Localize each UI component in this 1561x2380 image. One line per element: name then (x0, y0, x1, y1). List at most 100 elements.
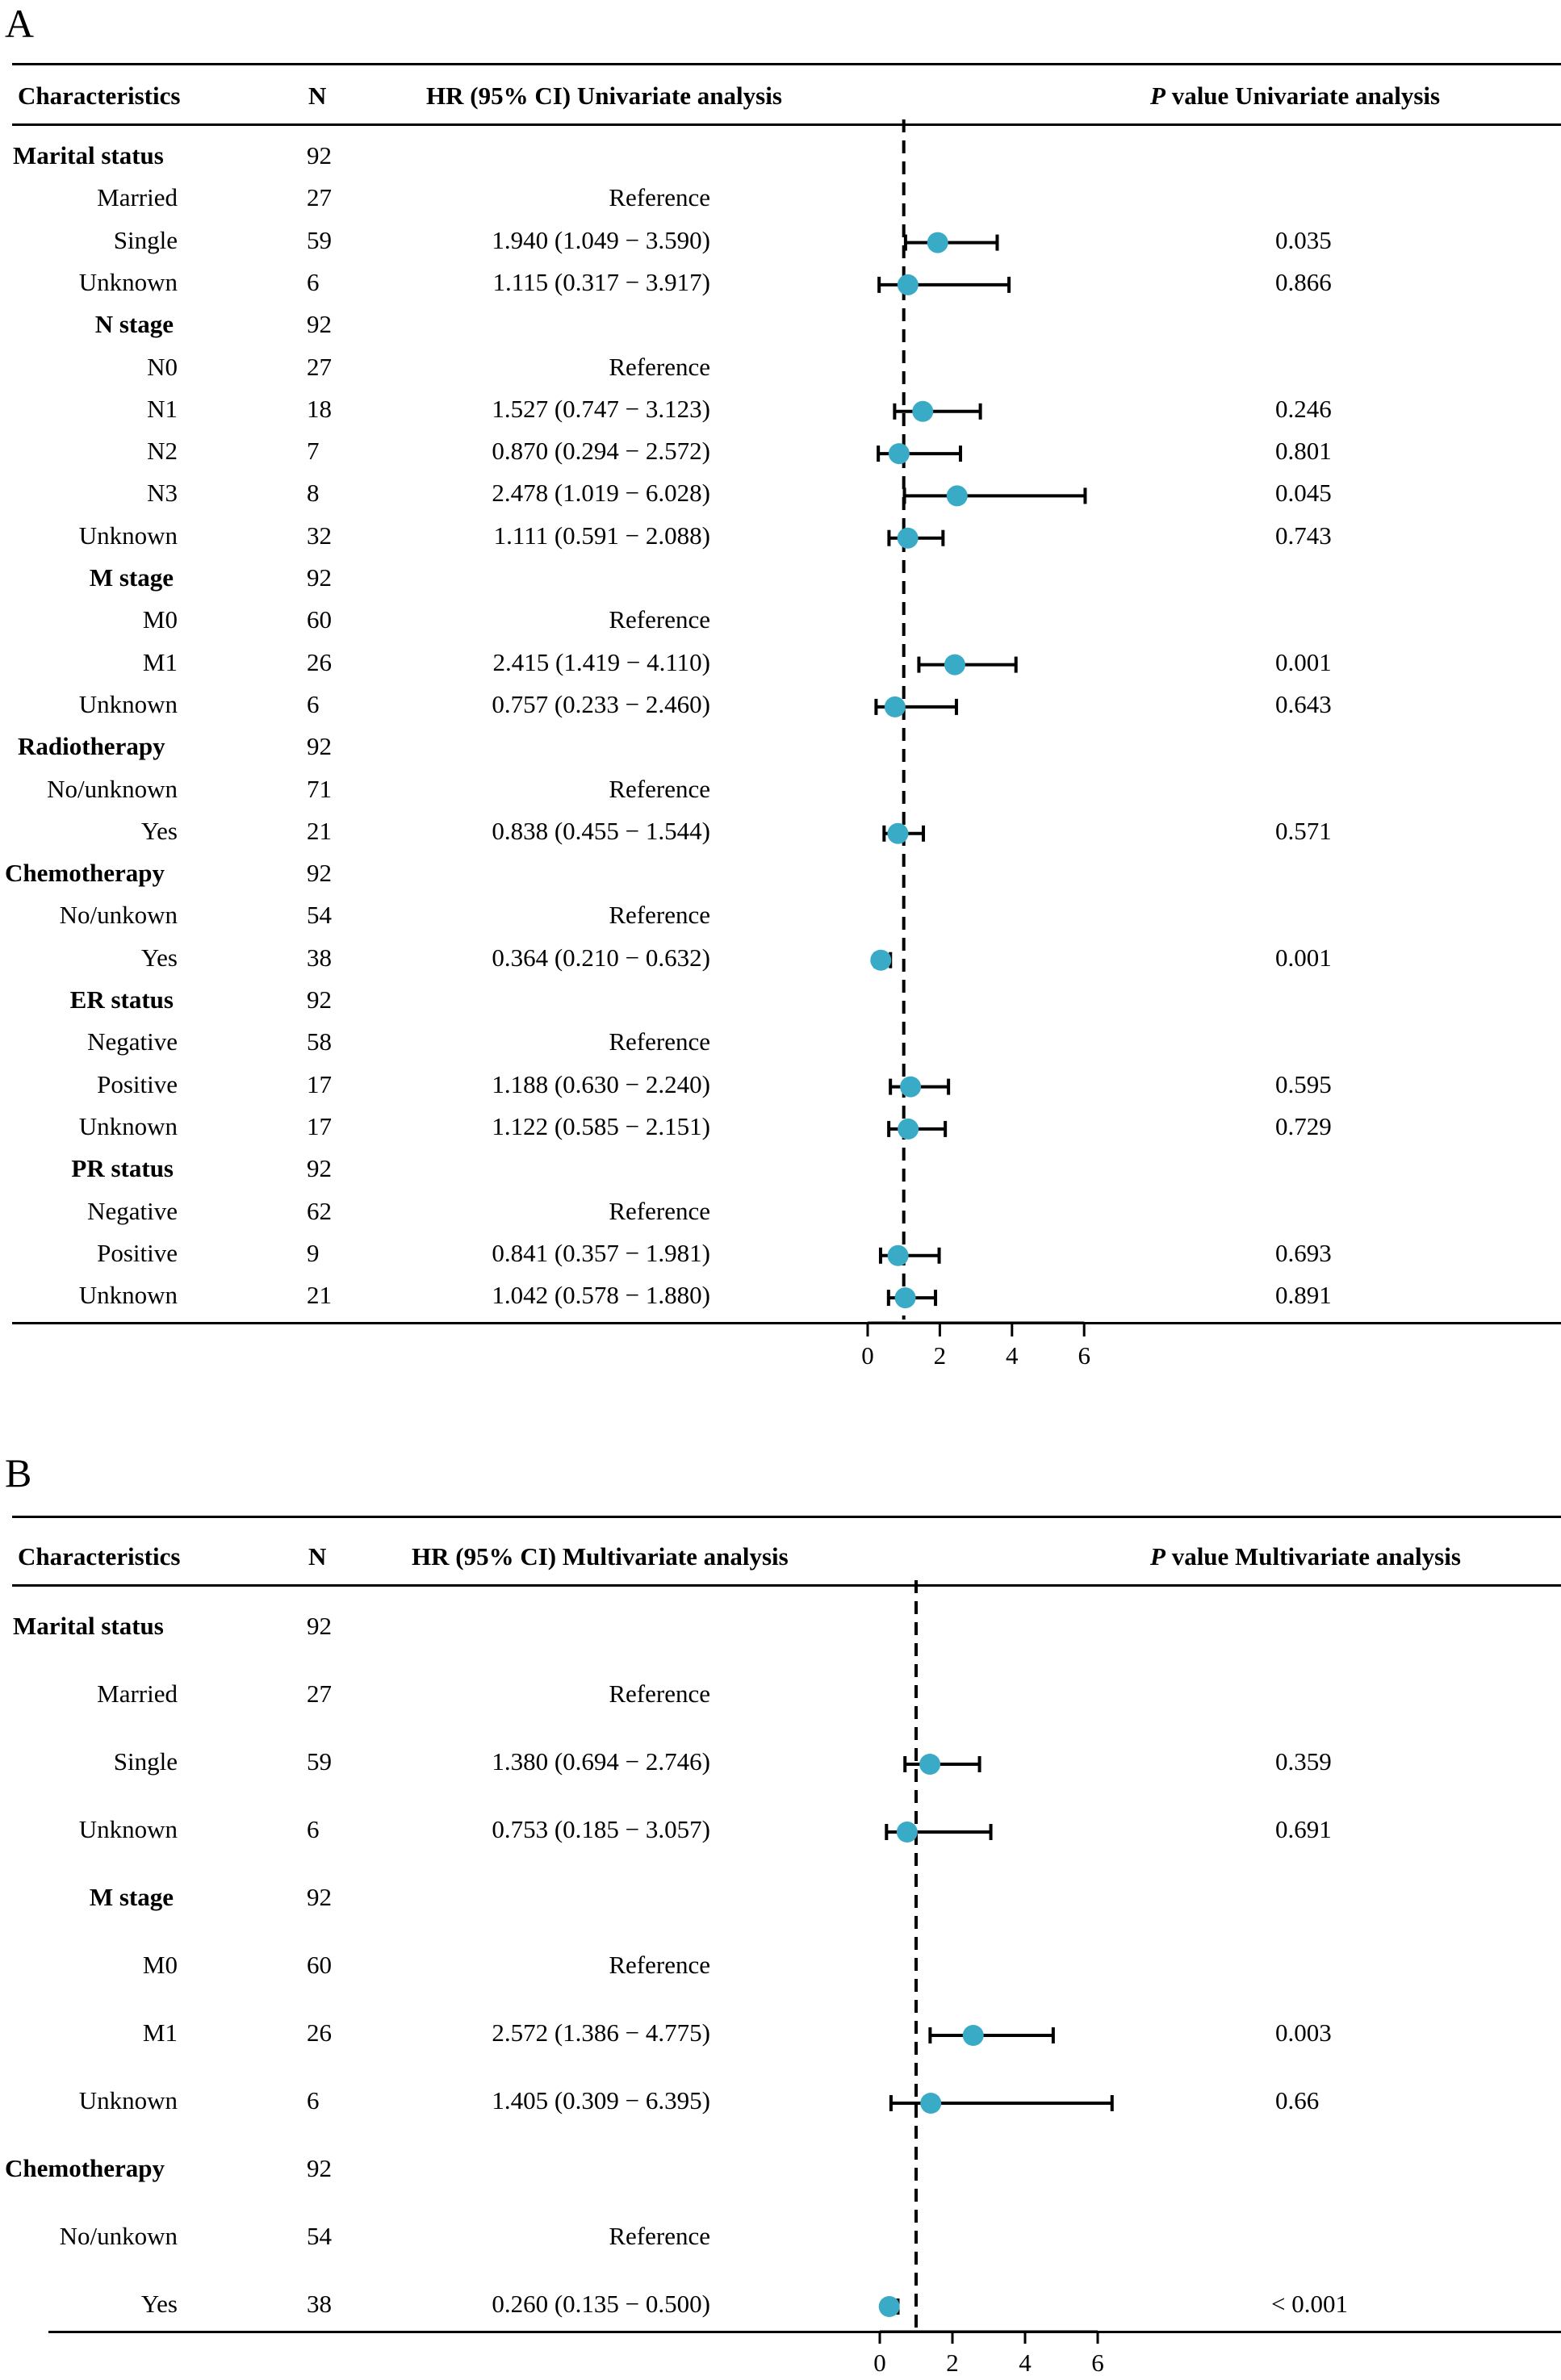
p-value: 0.001 (1275, 943, 1332, 972)
row-label: Unknown (78, 1281, 178, 1310)
row-label: Yes (140, 943, 178, 972)
n-value: 60 (307, 605, 332, 634)
reference-text: Reference (609, 901, 710, 930)
n-value: 54 (307, 2222, 332, 2250)
row-label: Married (97, 183, 178, 212)
hr-ci-text: 1.188 (0.630 − 2.240) (492, 1069, 710, 1098)
hr-ci-text: 1.122 (0.585 − 2.151) (492, 1111, 710, 1140)
hr-ci-text: 0.260 (0.135 − 0.500) (492, 2290, 710, 2318)
group-label: ER status (69, 985, 174, 1014)
p-value: 0.891 (1275, 1281, 1332, 1310)
hr-point (962, 2025, 984, 2046)
header-rule (12, 1584, 1561, 1587)
reference-text: Reference (609, 1196, 710, 1225)
p-value: < 0.001 (1271, 2290, 1348, 2318)
n-value: 17 (307, 1069, 332, 1098)
n-value: 38 (307, 2290, 332, 2318)
group-label: Marital status (13, 141, 164, 169)
hr-ci-text: 1.940 (1.049 − 3.590) (492, 225, 710, 254)
hr-ci-text: 2.478 (1.019 − 6.028) (492, 479, 710, 508)
hr-point (888, 443, 910, 465)
row-label: No/unkown (59, 2222, 178, 2250)
hr-point (897, 274, 919, 295)
x-tick-label: 4 (1019, 2349, 1032, 2377)
p-value: 0.66 (1275, 2086, 1320, 2114)
panel-label: A (5, 1, 35, 46)
hr-ci-text: 0.870 (0.294 − 2.572) (492, 437, 710, 466)
row-label: Negative (87, 1196, 178, 1225)
header-hr: HR (95% CI) Multivariate analysis (412, 1542, 789, 1571)
x-tick-label: 2 (934, 1341, 947, 1370)
p-value: 0.693 (1275, 1238, 1332, 1267)
row-label: N3 (147, 479, 178, 508)
row-label: Unknown (78, 521, 178, 550)
table-top-rule (12, 1516, 1561, 1518)
hr-ci-text: 0.364 (0.210 − 0.632) (492, 943, 710, 972)
n-value: 92 (307, 2154, 332, 2182)
row-label: Yes (140, 816, 178, 845)
p-value: 0.246 (1275, 394, 1332, 423)
hr-ci-text: 0.841 (0.357 − 1.981) (492, 1238, 710, 1267)
hr-point (919, 1754, 941, 1775)
row-label: No/unknown (47, 774, 178, 803)
row-label: Unknown (78, 2086, 178, 2114)
hr-ci-text: 0.753 (0.185 − 3.057) (492, 1815, 710, 1843)
p-value: 0.866 (1275, 267, 1332, 296)
header-p-italic: P (1150, 1542, 1166, 1571)
p-value: 0.045 (1275, 479, 1332, 508)
reference-text: Reference (609, 352, 710, 381)
reference-text: Reference (609, 183, 710, 212)
hr-point (944, 654, 965, 676)
row-label: No/unkown (59, 901, 178, 930)
n-value: 27 (307, 352, 332, 381)
n-value: 6 (307, 2086, 320, 2114)
hr-ci-text: 0.757 (0.233 − 2.460) (492, 689, 710, 718)
reference-text: Reference (609, 774, 710, 803)
header-n: N (308, 1542, 327, 1571)
hr-ci-text: 1.042 (0.578 − 1.880) (492, 1281, 710, 1310)
n-value: 58 (307, 1027, 332, 1056)
reference-text: Reference (609, 2222, 710, 2250)
hr-point (946, 485, 968, 507)
n-value: 27 (307, 1679, 332, 1708)
hr-ci-text: 2.572 (1.386 − 4.775) (492, 2018, 710, 2047)
row-label: M0 (142, 1951, 178, 1979)
row-label: Positive (97, 1238, 178, 1267)
group-label: M stage (89, 1883, 174, 1911)
header-hr: HR (95% CI) Univariate analysis (426, 82, 782, 110)
panel-label: B (5, 1450, 32, 1495)
hr-point (870, 949, 892, 971)
n-value: 18 (307, 394, 332, 423)
hr-ci-text: 1.380 (0.694 − 2.746) (492, 1747, 710, 1776)
group-label: PR status (71, 1154, 174, 1183)
n-value: 6 (307, 267, 320, 296)
n-value: 92 (307, 732, 332, 761)
header-p-text: value Univariate analysis (1165, 82, 1441, 110)
n-value: 26 (307, 2018, 332, 2047)
group-label: N stage (94, 310, 174, 339)
n-value: 6 (307, 1815, 320, 1843)
n-value: 17 (307, 1111, 332, 1140)
header-p-italic: P (1150, 82, 1166, 110)
header-characteristics: Characteristics (18, 1542, 181, 1571)
n-value: 54 (307, 901, 332, 930)
n-value: 26 (307, 647, 332, 676)
n-value: 27 (307, 183, 332, 212)
group-label: Chemotherapy (5, 859, 165, 888)
hr-point (912, 400, 934, 422)
hr-point (884, 696, 906, 717)
p-value: 0.643 (1275, 689, 1332, 718)
hr-point (927, 232, 948, 253)
n-value: 32 (307, 521, 332, 550)
row-label: Positive (97, 1069, 178, 1098)
p-value: 0.035 (1275, 225, 1332, 254)
reference-text: Reference (609, 1951, 710, 1979)
header-rule (12, 123, 1561, 126)
n-value: 92 (307, 141, 332, 169)
row-label: M1 (142, 2018, 178, 2047)
hr-ci-text: 0.838 (0.455 − 1.544) (492, 816, 710, 845)
n-value: 8 (307, 479, 320, 508)
hr-point (897, 527, 919, 549)
hr-ci-text: 2.415 (1.419 − 4.110) (492, 647, 710, 676)
